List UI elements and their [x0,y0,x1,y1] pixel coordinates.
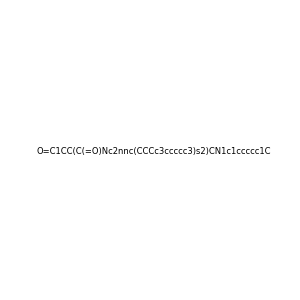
Text: O=C1CC(C(=O)Nc2nnc(CCCc3ccccc3)s2)CN1c1ccccc1C: O=C1CC(C(=O)Nc2nnc(CCCc3ccccc3)s2)CN1c1c… [37,147,271,156]
